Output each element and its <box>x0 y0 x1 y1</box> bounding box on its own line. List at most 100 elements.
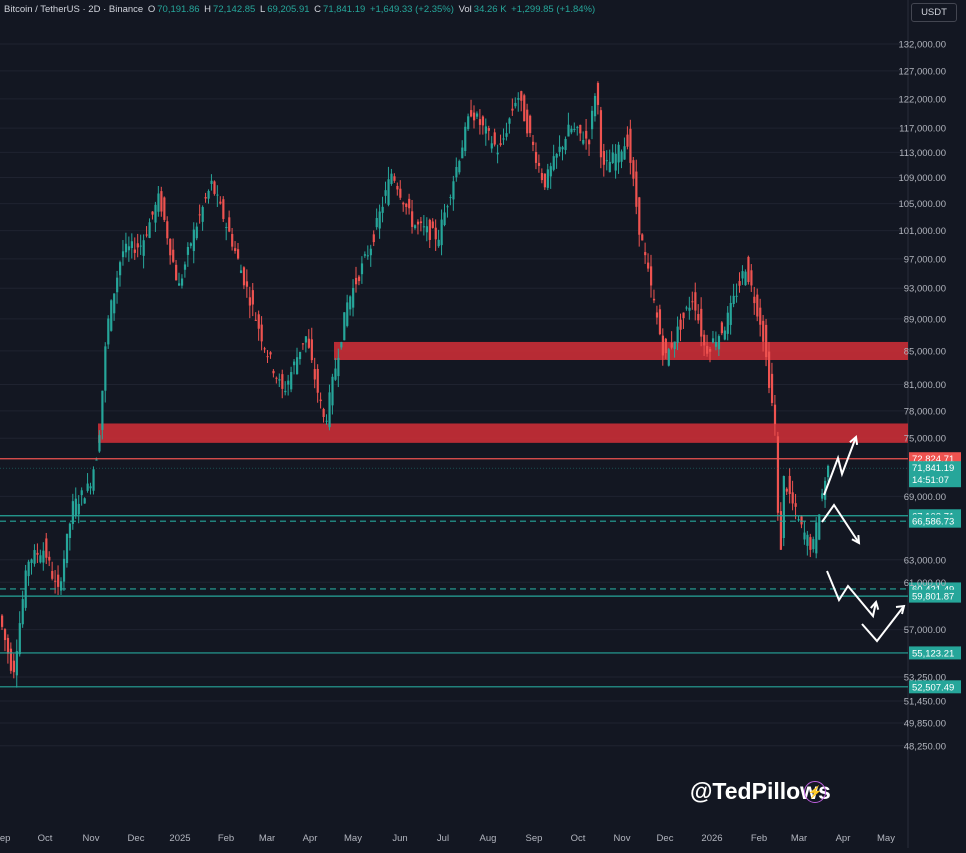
candle-body <box>688 307 691 311</box>
y-tick-label: 48,250.00 <box>904 741 946 752</box>
candle-body <box>529 115 532 134</box>
candle-body <box>298 351 302 360</box>
candle-body <box>27 561 30 577</box>
level-tag <box>909 646 961 660</box>
y-tick-label: 69,000.00 <box>904 492 946 503</box>
candle-body <box>393 176 396 181</box>
candle-body <box>405 203 408 207</box>
candle-body <box>685 307 688 309</box>
candle-body <box>219 201 222 204</box>
candle-body <box>45 538 48 558</box>
candle-body <box>204 197 207 199</box>
candle-body <box>573 128 576 130</box>
candle-body <box>470 110 473 117</box>
candle-body <box>602 151 605 165</box>
y-tick-label: 61,000.00 <box>904 578 946 589</box>
x-tick-label: Feb <box>218 833 234 844</box>
candle-body <box>116 277 119 293</box>
candle-body <box>419 221 423 224</box>
y-tick-label: 127,000.00 <box>898 66 946 77</box>
candle-body <box>275 377 278 379</box>
x-tick-label: 2025 <box>169 833 190 844</box>
high-label: H <box>204 4 212 15</box>
low-value: 69,205.91 <box>267 4 310 15</box>
x-tick-label: 2026 <box>701 833 722 844</box>
x-tick-label: Sep <box>0 833 10 844</box>
candle-body <box>750 270 753 286</box>
candle-body <box>222 199 225 219</box>
candle-body <box>201 207 204 222</box>
candle-body <box>142 240 145 256</box>
candle-body <box>647 262 650 269</box>
y-tick-label: 117,000.00 <box>899 124 946 135</box>
x-tick-label: Apr <box>303 833 318 844</box>
candle-body <box>166 221 169 239</box>
candle-body <box>449 197 452 199</box>
candle-body <box>192 229 195 252</box>
x-tick-label: Sep <box>526 833 543 844</box>
x-tick-label: Aug <box>480 833 497 844</box>
candle-body <box>791 492 794 504</box>
scenario-arrowhead <box>870 599 880 610</box>
symbol-title[interactable]: Bitcoin / TetherUS · 2D · Binance <box>4 4 144 15</box>
candle-body <box>661 335 664 356</box>
candle-body <box>650 266 653 286</box>
candle-body <box>239 270 243 274</box>
y-tick-label: 51,450.00 <box>904 697 946 708</box>
x-tick-label: Mar <box>791 833 807 844</box>
volume-label: Vol <box>458 4 472 15</box>
candle-body <box>644 252 647 256</box>
close-value: 71,841.19 <box>323 4 366 15</box>
level-tag <box>909 680 961 694</box>
candle-body <box>759 307 762 325</box>
candle-body <box>422 226 426 228</box>
candle-body <box>475 113 479 117</box>
candle-body <box>697 314 700 321</box>
candle-body <box>591 110 594 130</box>
candle-body <box>157 193 160 212</box>
candle-body <box>703 334 706 346</box>
candle-body <box>266 356 269 358</box>
candle-body <box>121 251 125 258</box>
candle-body <box>635 171 638 207</box>
candle-body <box>399 188 402 198</box>
candle-body <box>443 212 446 226</box>
candle-body <box>567 124 570 137</box>
volume-value: 34.26 K <box>473 4 507 15</box>
candle-body <box>234 248 237 252</box>
scenario-arrowhead <box>849 435 859 446</box>
candle-body <box>676 326 679 343</box>
candle-body <box>797 519 800 521</box>
candle-body <box>355 277 358 285</box>
candle-body <box>773 404 777 425</box>
candle-body <box>284 390 287 393</box>
candle-body <box>95 459 98 461</box>
candle-body <box>107 318 110 345</box>
candle-body <box>307 338 310 348</box>
candle-body <box>9 648 13 671</box>
candle-body <box>104 346 107 391</box>
x-tick-label: Nov <box>83 833 100 844</box>
currency-button[interactable]: USDT <box>911 3 957 22</box>
level-label: 55,123.21 <box>912 648 954 659</box>
candle-body <box>237 249 240 259</box>
scenario-arrow <box>823 436 857 496</box>
candle-body <box>340 342 343 348</box>
candle-body <box>346 302 349 326</box>
candle-body <box>3 629 7 641</box>
candle-body <box>511 108 514 111</box>
candle-body <box>12 660 15 673</box>
candle-body <box>596 82 600 105</box>
candle-body <box>723 330 726 340</box>
candle-body <box>225 227 228 229</box>
x-tick-label: Dec <box>657 833 674 844</box>
candle-body <box>558 146 561 152</box>
candle-body <box>747 256 750 282</box>
candle-body <box>588 140 591 145</box>
scenario-arrow <box>826 570 877 619</box>
candle-body <box>638 197 641 235</box>
candle-body <box>416 221 420 225</box>
candle-body <box>532 141 535 145</box>
